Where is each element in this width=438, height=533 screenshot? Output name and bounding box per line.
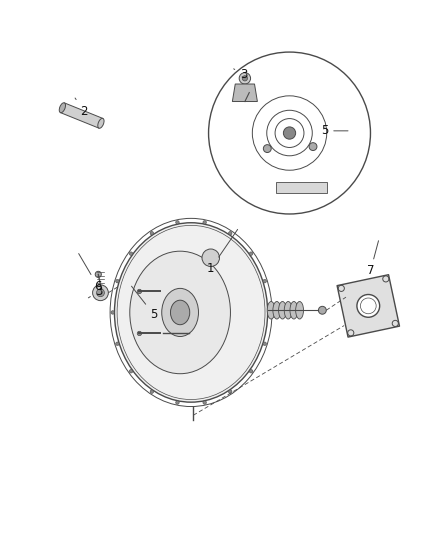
Circle shape (242, 76, 247, 81)
Circle shape (263, 144, 271, 152)
Ellipse shape (59, 103, 65, 112)
Circle shape (129, 252, 133, 255)
Ellipse shape (170, 300, 189, 325)
Circle shape (249, 369, 252, 373)
Circle shape (129, 369, 133, 373)
Text: 2: 2 (75, 98, 88, 118)
Circle shape (283, 127, 295, 139)
Ellipse shape (98, 118, 104, 128)
Circle shape (150, 231, 153, 235)
Circle shape (262, 279, 266, 283)
Ellipse shape (289, 302, 297, 319)
Circle shape (137, 332, 141, 336)
Circle shape (96, 289, 104, 297)
Circle shape (175, 221, 179, 224)
Circle shape (92, 285, 108, 301)
Text: 1: 1 (207, 229, 237, 275)
Circle shape (116, 279, 119, 283)
Circle shape (356, 295, 379, 317)
Ellipse shape (295, 302, 303, 319)
Polygon shape (336, 274, 399, 337)
Circle shape (201, 249, 219, 266)
Text: 5: 5 (320, 124, 347, 138)
Polygon shape (276, 182, 326, 193)
Circle shape (249, 252, 252, 255)
Circle shape (228, 231, 231, 235)
Text: 6: 6 (78, 254, 101, 293)
Text: 3: 3 (233, 68, 247, 82)
Circle shape (228, 390, 231, 393)
Ellipse shape (267, 302, 275, 319)
Circle shape (95, 271, 101, 278)
Circle shape (318, 306, 325, 314)
Circle shape (150, 390, 153, 393)
Ellipse shape (114, 223, 267, 402)
Circle shape (175, 401, 179, 404)
Circle shape (262, 342, 266, 345)
Polygon shape (232, 84, 257, 101)
Circle shape (116, 342, 119, 345)
Circle shape (202, 401, 206, 404)
Ellipse shape (161, 288, 198, 336)
Ellipse shape (278, 302, 286, 319)
Ellipse shape (272, 302, 280, 319)
Circle shape (111, 311, 114, 314)
Text: 5: 5 (131, 286, 157, 321)
Polygon shape (60, 103, 102, 128)
Ellipse shape (130, 251, 230, 374)
Circle shape (137, 289, 141, 294)
Ellipse shape (284, 302, 291, 319)
Circle shape (239, 72, 250, 84)
Text: 3: 3 (88, 285, 102, 298)
Circle shape (202, 221, 206, 224)
Circle shape (308, 143, 316, 150)
Text: 7: 7 (366, 241, 378, 277)
Circle shape (267, 311, 271, 314)
